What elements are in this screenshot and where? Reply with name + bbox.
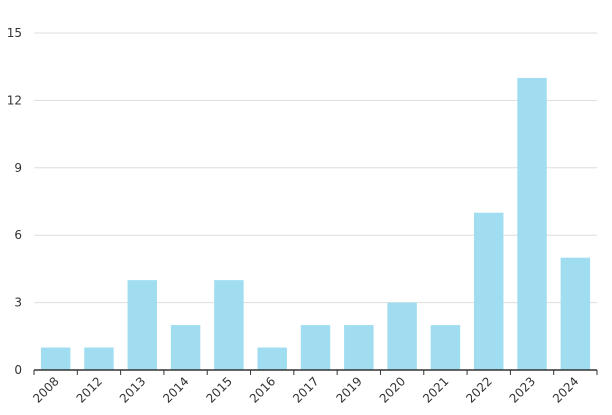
bar bbox=[84, 347, 114, 370]
bar bbox=[214, 280, 244, 370]
bar bbox=[560, 257, 591, 370]
x-tick-label: 2012 bbox=[74, 374, 105, 405]
bar bbox=[430, 325, 461, 370]
y-tick-label: 9 bbox=[14, 161, 22, 175]
y-tick-label: 6 bbox=[14, 228, 22, 242]
x-tick-label: 2014 bbox=[160, 374, 191, 405]
x-tick-label: 2019 bbox=[333, 374, 364, 405]
bar bbox=[300, 325, 331, 370]
y-tick-label: 15 bbox=[7, 26, 22, 40]
y-axis-ticks: 0 3 6 9 12 15 bbox=[7, 26, 22, 377]
bar bbox=[40, 347, 71, 370]
x-tick-label: 2021 bbox=[420, 374, 451, 405]
x-tick-label: 2016 bbox=[247, 374, 278, 405]
x-tick-label: 2017 bbox=[290, 374, 321, 405]
bar bbox=[127, 280, 157, 370]
bar bbox=[387, 302, 417, 370]
x-tick-label: 2008 bbox=[30, 374, 61, 405]
bar bbox=[344, 325, 374, 370]
bar bbox=[474, 212, 504, 370]
gridlines bbox=[34, 32, 597, 304]
bar bbox=[170, 325, 201, 370]
bars bbox=[40, 77, 591, 370]
x-tick-label: 2024 bbox=[550, 374, 581, 405]
y-tick-label: 3 bbox=[14, 296, 22, 310]
bar bbox=[257, 347, 287, 370]
x-axis-ticks: 2008 2012 2013 2014 2015 2016 2017 2019 2020 2021… bbox=[30, 370, 598, 406]
x-tick-label: 2020 bbox=[377, 374, 408, 405]
y-tick-label: 0 bbox=[14, 363, 22, 377]
y-tick-label: 12 bbox=[7, 93, 22, 107]
x-tick-label: 2015 bbox=[204, 374, 235, 405]
bar bbox=[517, 77, 547, 370]
x-tick-label: 2022 bbox=[463, 374, 494, 405]
x-tick-label: 2023 bbox=[507, 374, 538, 405]
x-tick-label: 2013 bbox=[117, 374, 148, 405]
